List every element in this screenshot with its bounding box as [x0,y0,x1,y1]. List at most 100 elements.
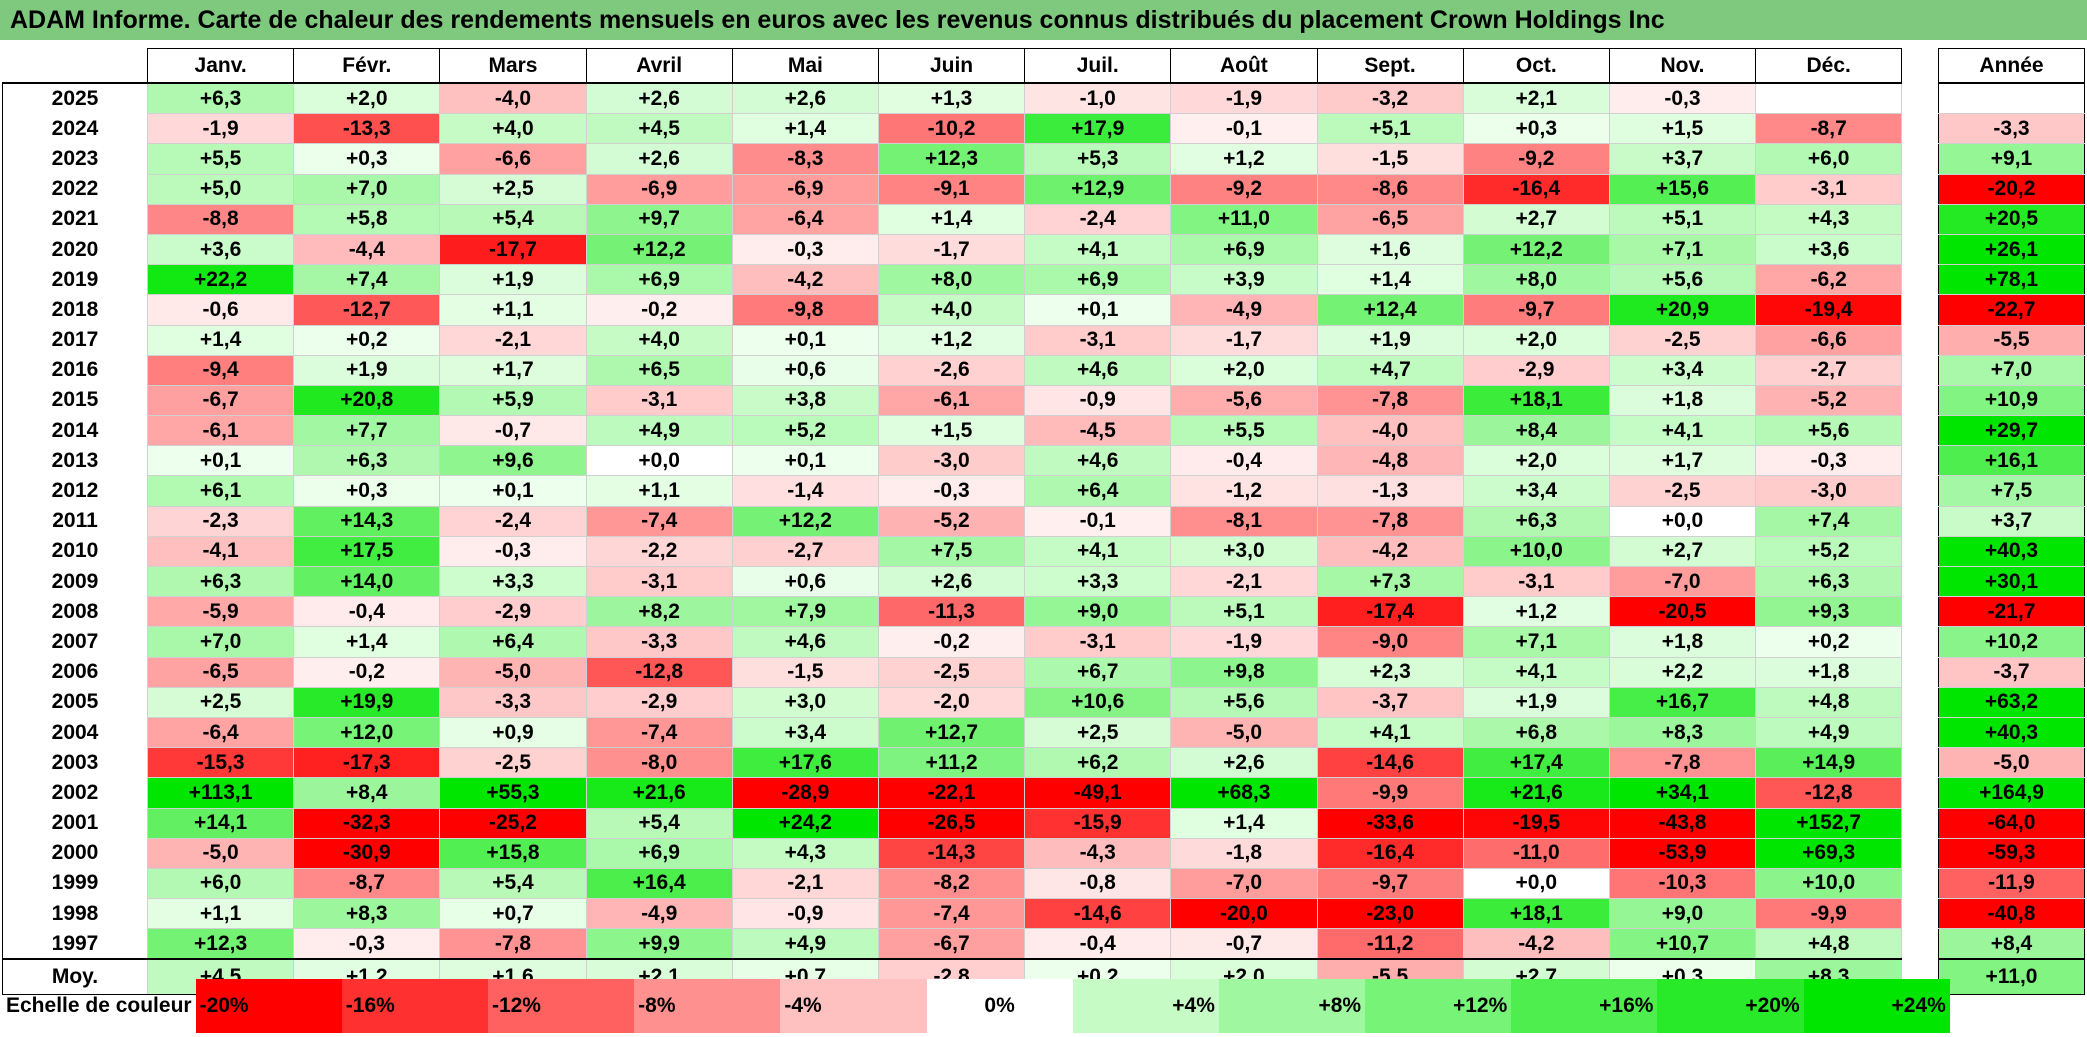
return-cell: +7,5 [877,535,1026,568]
return-cell: +17,5 [293,535,441,568]
return-cell: -3,1 [1024,324,1172,356]
return-cell: +4,5 [585,113,733,145]
scale-swatch: +16% [1511,979,1658,1033]
return-cell: -5,2 [877,505,1026,537]
return-cell: +4,3 [731,837,879,869]
month-header: Oct. [1462,48,1610,84]
return-cell: +6,3 [1755,565,1903,598]
return-cell: +3,0 [731,686,879,718]
return-cell: -6,6 [439,143,587,175]
return-cell: +6,3 [1462,505,1610,537]
annual-cell: -3,3 [1938,113,2085,145]
return-cell: +4,6 [731,626,879,658]
return-cell: +14,0 [293,565,441,598]
return-cell: -49,1 [1024,777,1172,809]
return-cell: +2,6 [877,565,1026,598]
year-row: 2020 +3,6 -4,4 -17,7 +12,2 -0,3 -1,7 +4,1 +6,9 +1… [2,233,1903,266]
return-cell: +3,6 [146,233,295,266]
return-cell: +5,4 [585,807,733,839]
annual-cell: +40,3 [1938,716,2085,749]
return-cell: -14,3 [877,837,1026,869]
annual-row: -59,3 [1938,837,2085,869]
return-cell: -0,9 [1024,384,1172,417]
return-cell: -0,3 [877,475,1026,507]
return-cell: -4,9 [1170,294,1318,326]
return-cell: -8,1 [1170,505,1318,537]
year-label: 2007 [2,626,148,658]
return-cell: +3,3 [439,565,587,598]
return-cell: +2,5 [146,686,295,718]
return-cell: +1,1 [146,898,295,930]
return-cell: +4,1 [1462,656,1610,688]
return-cell: +6,1 [146,475,295,507]
report-title: ADAM Informe. Carte de chaleur des rende… [0,0,2087,40]
return-cell: +10,0 [1755,867,1903,900]
return-cell: +0,1 [1024,294,1172,326]
return-cell: +6,7 [1024,656,1172,688]
return-cell: +1,8 [1755,656,1903,688]
annual-row: +10,9 [1938,384,2085,417]
annual-cell: +9,1 [1938,143,2085,175]
return-cell: +5,8 [293,203,441,235]
return-cell: -7,8 [1316,505,1464,537]
return-cell: -17,7 [439,233,587,266]
return-cell: +0,1 [731,445,879,477]
return-cell: +5,4 [439,867,587,900]
annual-cell: +30,1 [1938,565,2085,598]
return-cell: +7,3 [1316,565,1464,598]
return-cell: -1,2 [1170,475,1318,507]
month-header: Janv. [146,48,295,84]
return-cell: +0,0 [1462,867,1610,900]
return-cell: +12,0 [293,716,441,749]
return-cell: +113,1 [146,777,295,809]
return-cell: -10,2 [877,113,1026,145]
annual-cell: +20,5 [1938,203,2085,235]
return-cell: -0,1 [1170,113,1318,145]
return-cell: -3,0 [877,445,1026,477]
return-cell: +6,5 [585,354,733,386]
year-label: 2004 [2,717,148,748]
return-cell: +5,0 [146,173,295,205]
return-cell: +9,7 [585,203,733,235]
return-cell: -3,1 [1462,565,1610,598]
return-cell: -25,2 [439,807,587,839]
year-row: 2009 +6,3 +14,0 +3,3 -3,1 +0,6 +2,6 +3,3 -2,1 +7,… [2,565,1903,598]
annual-row: +10,2 [1938,626,2085,658]
year-row: 2011 -2,3 +14,3 -2,4 -7,4 +12,2 -5,2 -0,1 -8,1 -7… [2,505,1903,537]
annual-row [1938,82,2085,115]
average-label: Moy. [2,958,148,996]
return-cell: -17,3 [293,747,441,779]
return-cell: -2,5 [439,747,587,779]
return-cell: -23,0 [1316,898,1464,930]
return-cell: +2,0 [293,82,441,115]
annual-row: -20,2 [1938,173,2085,205]
return-cell: +9,0 [1608,898,1757,930]
return-cell: -17,4 [1316,596,1464,628]
return-cell: +1,2 [1462,596,1610,628]
return-cell: -9,9 [1755,898,1903,930]
return-cell: +5,2 [731,415,879,447]
return-cell: -0,4 [293,596,441,628]
return-cell: -5,0 [146,837,295,869]
return-cell: -12,7 [293,294,441,326]
return-cell: -1,9 [146,113,295,145]
return-cell: -2,4 [439,505,587,537]
year-row: 2010 -4,1 +17,5 -0,3 -2,2 -2,7 +7,5 +4,1 +3,0 -4,… [2,535,1903,568]
return-cell: +5,5 [146,143,295,175]
annual-cell: +16,1 [1938,445,2085,477]
return-cell: +9,6 [439,445,587,477]
annual-cell: +10,9 [1938,384,2085,417]
return-cell: -2,9 [585,686,733,718]
return-cell: -15,9 [1024,807,1172,839]
return-cell: +12,4 [1316,294,1464,326]
return-cell: -2,4 [1024,203,1172,235]
return-cell: +1,5 [877,415,1026,447]
return-cell: -1,7 [1170,324,1318,356]
return-cell: -6,7 [877,928,1026,960]
annual-cell: +78,1 [1938,264,2085,296]
return-cell: -6,9 [731,173,879,205]
return-cell: -0,9 [731,898,879,930]
return-cell: +0,0 [1608,505,1757,537]
return-cell: +3,6 [1755,233,1903,266]
annual-cell: +26,1 [1938,233,2085,266]
